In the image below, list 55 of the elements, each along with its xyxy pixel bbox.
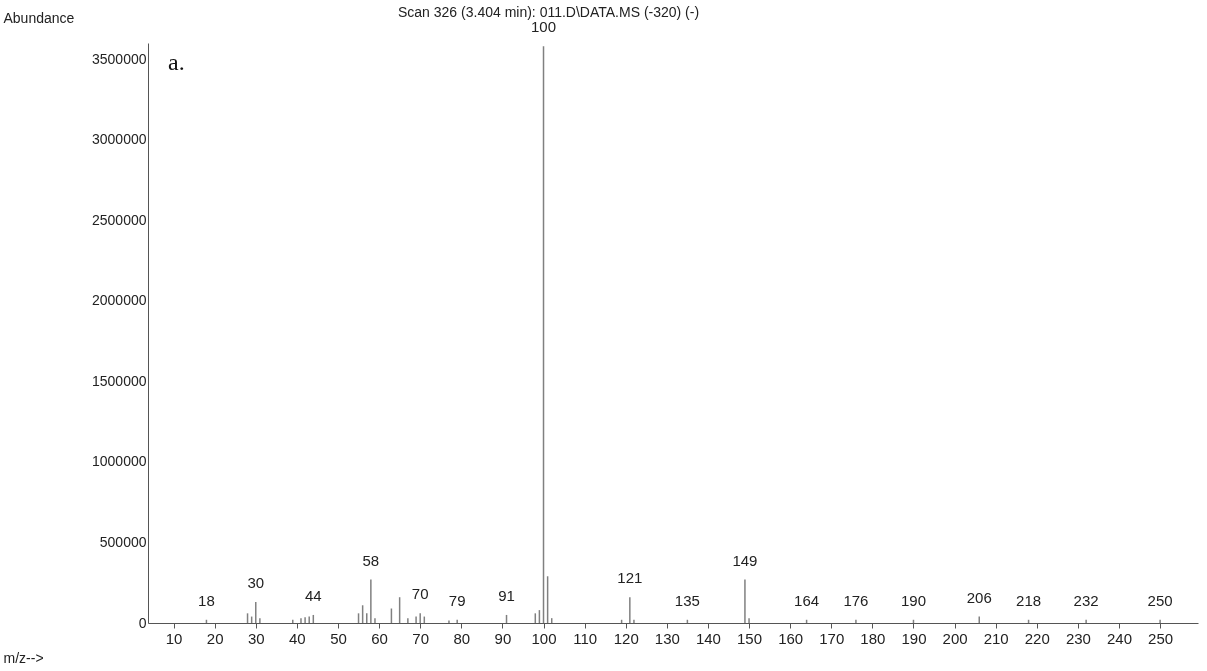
annotation: 190	[900, 591, 926, 609]
x-tick-label: 100	[531, 629, 557, 647]
x-tick-label: 40	[289, 629, 306, 647]
x-tick-label: 180	[860, 629, 886, 647]
x-tick-label: 230	[1065, 629, 1091, 647]
annotation: 100	[531, 18, 557, 36]
x-tick-label: 80	[453, 629, 471, 647]
y-tick-label: 3000000	[91, 131, 147, 148]
x-tick-label: 30	[247, 629, 265, 647]
x-tick-label: 60	[371, 629, 388, 647]
x-tick-label: 200	[942, 629, 968, 647]
y-tick-label: 1500000	[91, 372, 147, 389]
x-tick-label: 90	[494, 629, 512, 647]
chart-title: Scan 326 (3.404 min): 011.D\DATA.MS (-320) (-)	[398, 4, 700, 20]
annotation: 18	[198, 591, 215, 609]
y-tick-label: 3500000	[91, 50, 147, 67]
x-tick-label: 130	[654, 629, 680, 647]
x-tick-label: 220	[1024, 629, 1050, 647]
x-tick-label: 120	[613, 629, 639, 647]
annotation: 58	[362, 551, 380, 569]
annotation: 149	[732, 551, 758, 569]
annotation: 44	[304, 586, 322, 604]
annotation: 91	[498, 586, 515, 604]
x-tick-label: 160	[778, 629, 804, 647]
annotation: 30	[247, 574, 265, 592]
y-tick-label: 500000	[99, 533, 147, 550]
y-axis-title: Abundance	[3, 9, 75, 26]
annotation: 121	[617, 569, 643, 587]
x-tick-label: 240	[1106, 629, 1133, 647]
x-tick-label: 250	[1148, 629, 1174, 647]
annotation: 164	[794, 591, 820, 609]
annotation: 135	[674, 591, 700, 609]
x-tick-label: 210	[983, 629, 1009, 647]
annotation: 70	[411, 585, 429, 603]
x-tick-label: 110	[573, 629, 598, 647]
annotation: a.	[168, 49, 185, 75]
annotation: 206	[966, 588, 992, 606]
x-tick-label: 190	[901, 629, 927, 647]
annotation: 79	[448, 591, 466, 609]
x-tick-label: 150	[737, 629, 763, 647]
annotation: 250	[1147, 591, 1173, 609]
y-tick-label: 2000000	[91, 292, 147, 309]
annotation: 218	[1016, 591, 1042, 609]
x-tick-label: 170	[819, 629, 845, 647]
x-tick-label: 140	[695, 629, 721, 647]
y-tick-label: 2500000	[91, 211, 147, 228]
x-tick-label: 50	[330, 629, 347, 647]
x-tick-label: 20	[206, 629, 224, 647]
x-tick-label: 70	[412, 629, 430, 647]
x-tick-label: 10	[165, 629, 183, 647]
y-tick-label: 1000000	[91, 453, 147, 470]
x-axis-title: m/z-->	[3, 649, 44, 666]
annotation: 176	[843, 591, 869, 609]
y-tick-label: 0	[138, 614, 147, 631]
annotation: 232	[1073, 591, 1099, 609]
